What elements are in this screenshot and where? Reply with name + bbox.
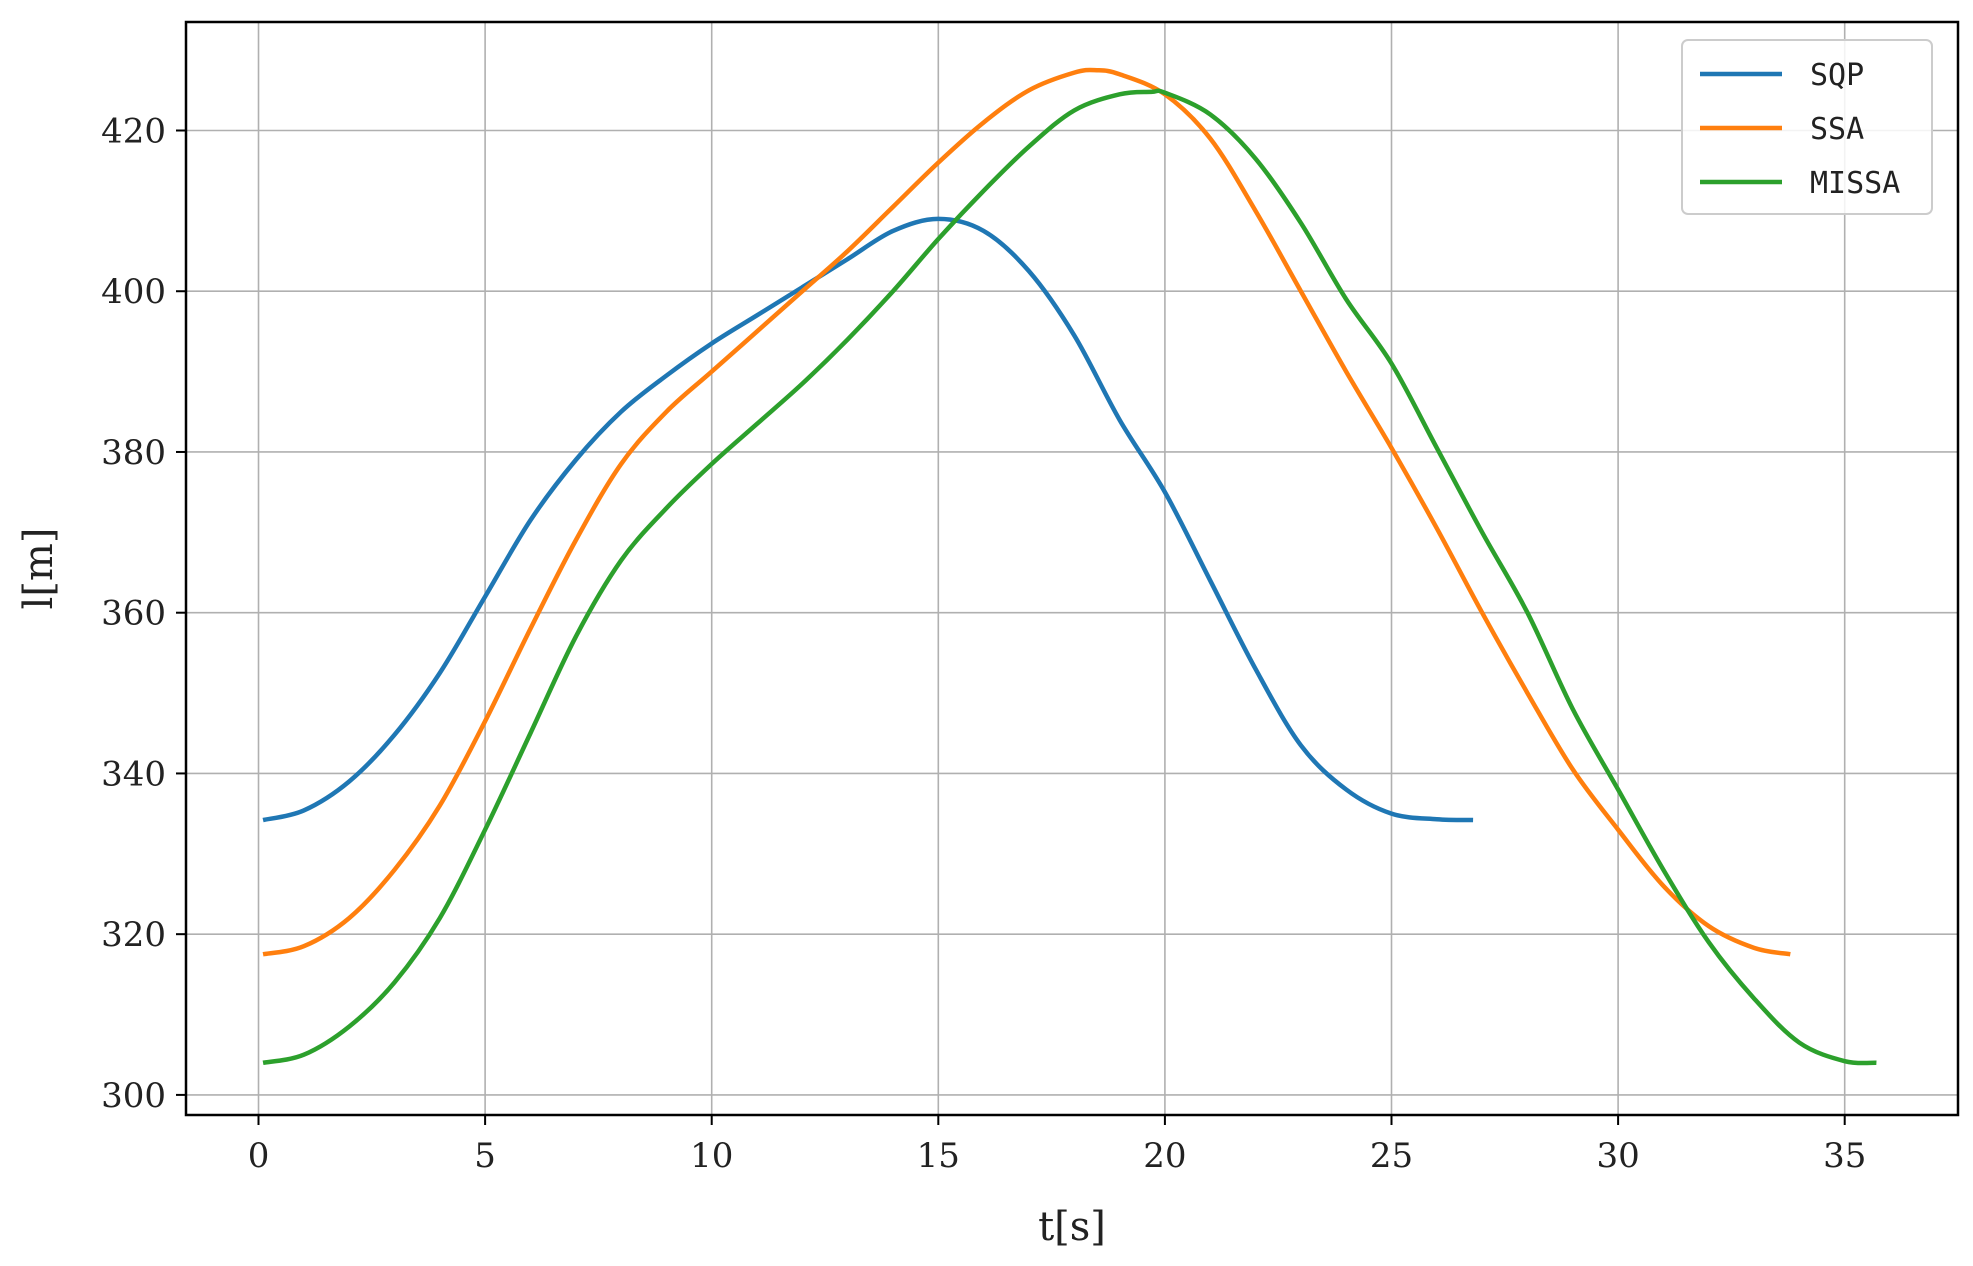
y-tick-label: 420 [101,111,166,151]
x-tick-label: 10 [690,1136,733,1176]
series-lines [262,67,1877,1066]
x-tick-label: 25 [1370,1136,1413,1176]
legend: SQP SSA MISSA [1681,39,1933,215]
series-line-missa [262,88,1877,1066]
legend-label-sqp: SQP [1810,58,1864,93]
legend-label-missa: MISSA [1810,166,1900,201]
x-tick-label: 0 [248,1136,270,1176]
axis-ticks: 0 5 10 15 20 25 30 35 300 320 340 360 380 400 420 [101,111,1866,1176]
x-tick-label: 35 [1823,1136,1866,1176]
y-tick-label: 320 [101,915,166,955]
y-axis-label: l[m] [16,528,62,610]
y-tick-label: 360 [101,594,166,634]
x-tick-label: 5 [474,1136,496,1176]
legend-label-ssa: SSA [1810,112,1864,147]
y-tick-label: 300 [101,1076,166,1116]
x-tick-label: 15 [917,1136,960,1176]
x-axis-label: t[s] [1038,1204,1106,1250]
legend-box [1681,39,1933,215]
y-tick-label: 400 [101,272,166,312]
series-line-ssa [262,67,1791,957]
y-tick-label: 380 [101,433,166,473]
y-tick-label: 340 [101,754,166,794]
plot-frame [184,20,1960,1117]
grid [186,22,1958,1115]
x-tick-label: 20 [1143,1136,1186,1176]
x-tick-label: 30 [1596,1136,1639,1176]
series-line-sqp [262,216,1474,823]
